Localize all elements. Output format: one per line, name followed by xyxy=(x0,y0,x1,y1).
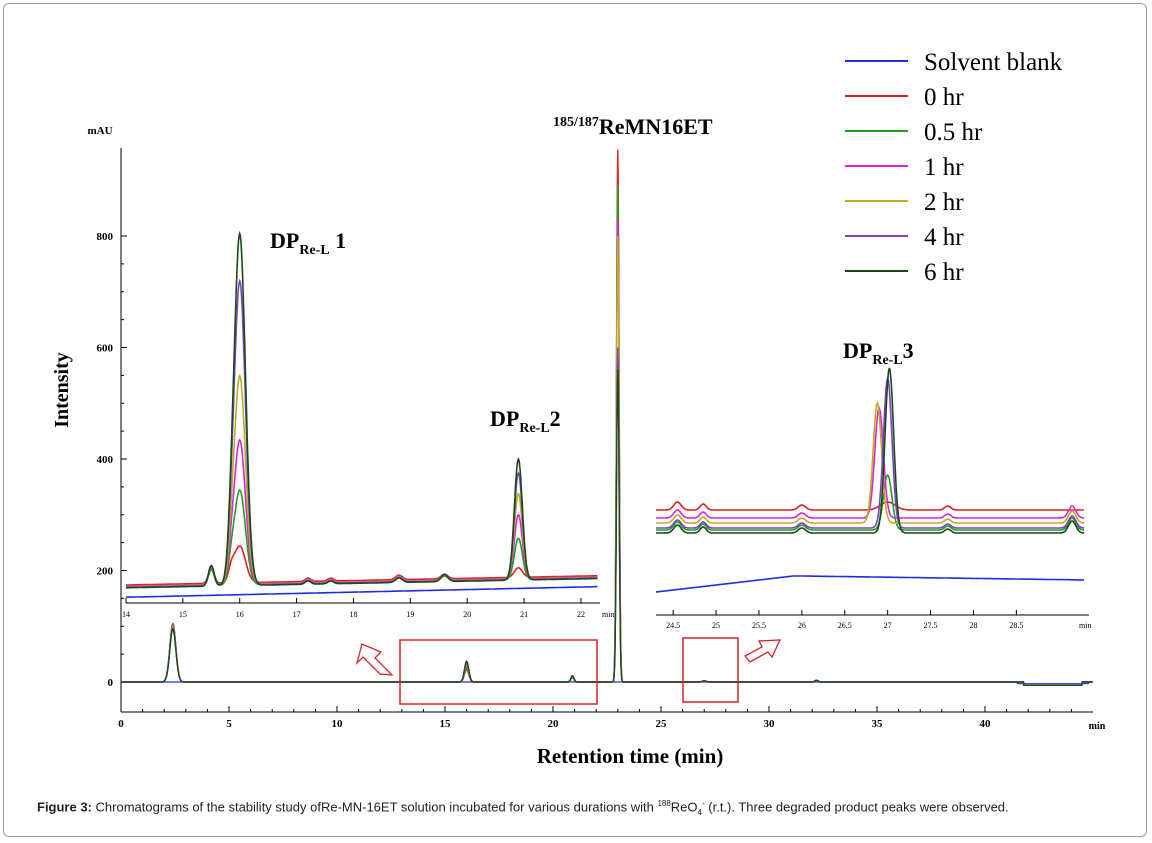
main-traces xyxy=(121,149,1093,686)
inset-right-trace-5 xyxy=(656,375,1085,529)
inset-right-x-tick-label: 26.5 xyxy=(838,621,852,630)
annotation-dp2: DPRe-L2 xyxy=(490,406,561,436)
x-unit-label: min xyxy=(1089,721,1106,732)
caption-subscript: 4 xyxy=(697,807,702,817)
inset-left-trace-0 xyxy=(125,585,598,599)
legend-label: 0.5 hr xyxy=(924,119,983,146)
y-axis-label: Intensity xyxy=(51,352,73,428)
x-tick-label: 0 xyxy=(118,718,124,730)
inset-left-x-tick-label: 14 xyxy=(122,610,130,619)
inset-left-trace-6 xyxy=(126,230,598,589)
inset-right-x-tick-label: 28.5 xyxy=(1009,621,1023,630)
inset-left-x-tick-label: 21 xyxy=(520,610,528,619)
caption-isotope: 188 xyxy=(657,799,671,808)
figure-caption: Figure 3: Chromatograms of the stability… xyxy=(37,796,1122,821)
zoom-box-left xyxy=(399,639,598,705)
legend: Solvent blank 0 hr 0.5 hr 1 hr 2 hr 4 hr 6 hr xyxy=(845,49,1063,286)
x-tick-label: 35 xyxy=(872,718,884,730)
inset-left-x-tick-label: 19 xyxy=(406,610,414,619)
y-unit-label: mAU xyxy=(87,125,112,137)
y-tick-label: 400 xyxy=(97,454,114,466)
inset-right-chart: 24.5 25 25.5 26 26.5 27 27.5 28 28.5 min xyxy=(655,367,1091,630)
inset-right-trace-4 xyxy=(656,400,1085,524)
inset-left-x-tick-label: 15 xyxy=(179,610,187,619)
inset-right-x-tick-label: 28 xyxy=(969,621,977,630)
inset-right-x-tick-label: 26 xyxy=(798,621,806,630)
inset-left-trace-4 xyxy=(126,373,598,588)
caption-superscript: - xyxy=(701,799,705,808)
inset-left-chart: 14 15 16 17 18 19 20 21 22 min xyxy=(122,230,614,619)
x-tick-label: 25 xyxy=(656,718,668,730)
caption-text-after: (r.t.). Three degraded product peaks wer… xyxy=(704,799,1009,815)
x-tick-label: 30 xyxy=(764,718,776,730)
inset-left-x-tick-label: 22 xyxy=(577,610,585,619)
inset-right-trace-6 xyxy=(656,367,1085,534)
legend-label: 2 hr xyxy=(924,189,964,216)
inset-left-x-tick-label: 18 xyxy=(349,610,357,619)
inset-right-trace-2 xyxy=(656,473,1085,531)
zoom-arrow-left xyxy=(355,643,394,676)
x-tick-label: 40 xyxy=(980,718,992,730)
legend-label: 4 hr xyxy=(924,224,964,251)
y-tick-label: 200 xyxy=(97,566,114,578)
figure-frame xyxy=(3,3,1147,837)
annotation-dp3: DPRe-L3 xyxy=(843,338,914,368)
legend-label: 6 hr xyxy=(924,259,964,286)
inset-right-x-tick-label: 27.5 xyxy=(924,621,938,630)
inset-right-x-tick-label: 27 xyxy=(884,621,892,630)
caption-text-before: Chromatograms of the stability study ofR… xyxy=(91,799,658,815)
caption-species: ReO xyxy=(670,799,698,815)
annotation-main-peak: 185/187ReMN16ET xyxy=(553,114,713,139)
x-tick-label: 5 xyxy=(226,718,232,730)
legend-label: 1 hr xyxy=(924,154,964,181)
legend-label: Solvent blank xyxy=(924,49,1063,76)
main-axes: 0 200 400 600 800 0 5 10 15 20 25 30 35 40 xyxy=(97,148,1093,730)
inset-right-x-tick-label: 24.5 xyxy=(666,621,680,630)
annotation-dp1: DPRe-L 1 xyxy=(270,228,346,258)
inset-right-trace-3 xyxy=(656,405,1085,519)
caption-label: Figure 3: xyxy=(37,799,92,815)
y-tick-label: 600 xyxy=(97,343,114,355)
zoom-arrow-right xyxy=(743,639,782,663)
y-tick-label: 800 xyxy=(97,231,114,243)
inset-left-x-tick-label: 17 xyxy=(293,610,301,619)
inset-left-x-unit: min xyxy=(602,610,614,619)
inset-left-x-tick-label: 16 xyxy=(236,610,244,619)
trace-5 xyxy=(121,347,1093,686)
zoom-boxes xyxy=(355,637,782,705)
legend-label: 0 hr xyxy=(924,84,964,111)
trace-6 xyxy=(121,369,1093,686)
inset-left-x-tick-label: 20 xyxy=(463,610,471,619)
inset-right-x-tick-label: 25 xyxy=(712,621,720,630)
inset-right-trace-0 xyxy=(655,575,1085,593)
x-tick-label: 15 xyxy=(440,718,452,730)
x-tick-label: 10 xyxy=(332,718,344,730)
inset-right-x-tick-label: 25.5 xyxy=(752,621,766,630)
x-tick-label: 20 xyxy=(548,718,560,730)
y-tick-label: 0 xyxy=(108,677,114,689)
x-axis-label: Retention time (min) xyxy=(537,744,724,768)
zoom-box-right xyxy=(682,637,739,703)
inset-right-x-unit: min xyxy=(1079,621,1091,630)
